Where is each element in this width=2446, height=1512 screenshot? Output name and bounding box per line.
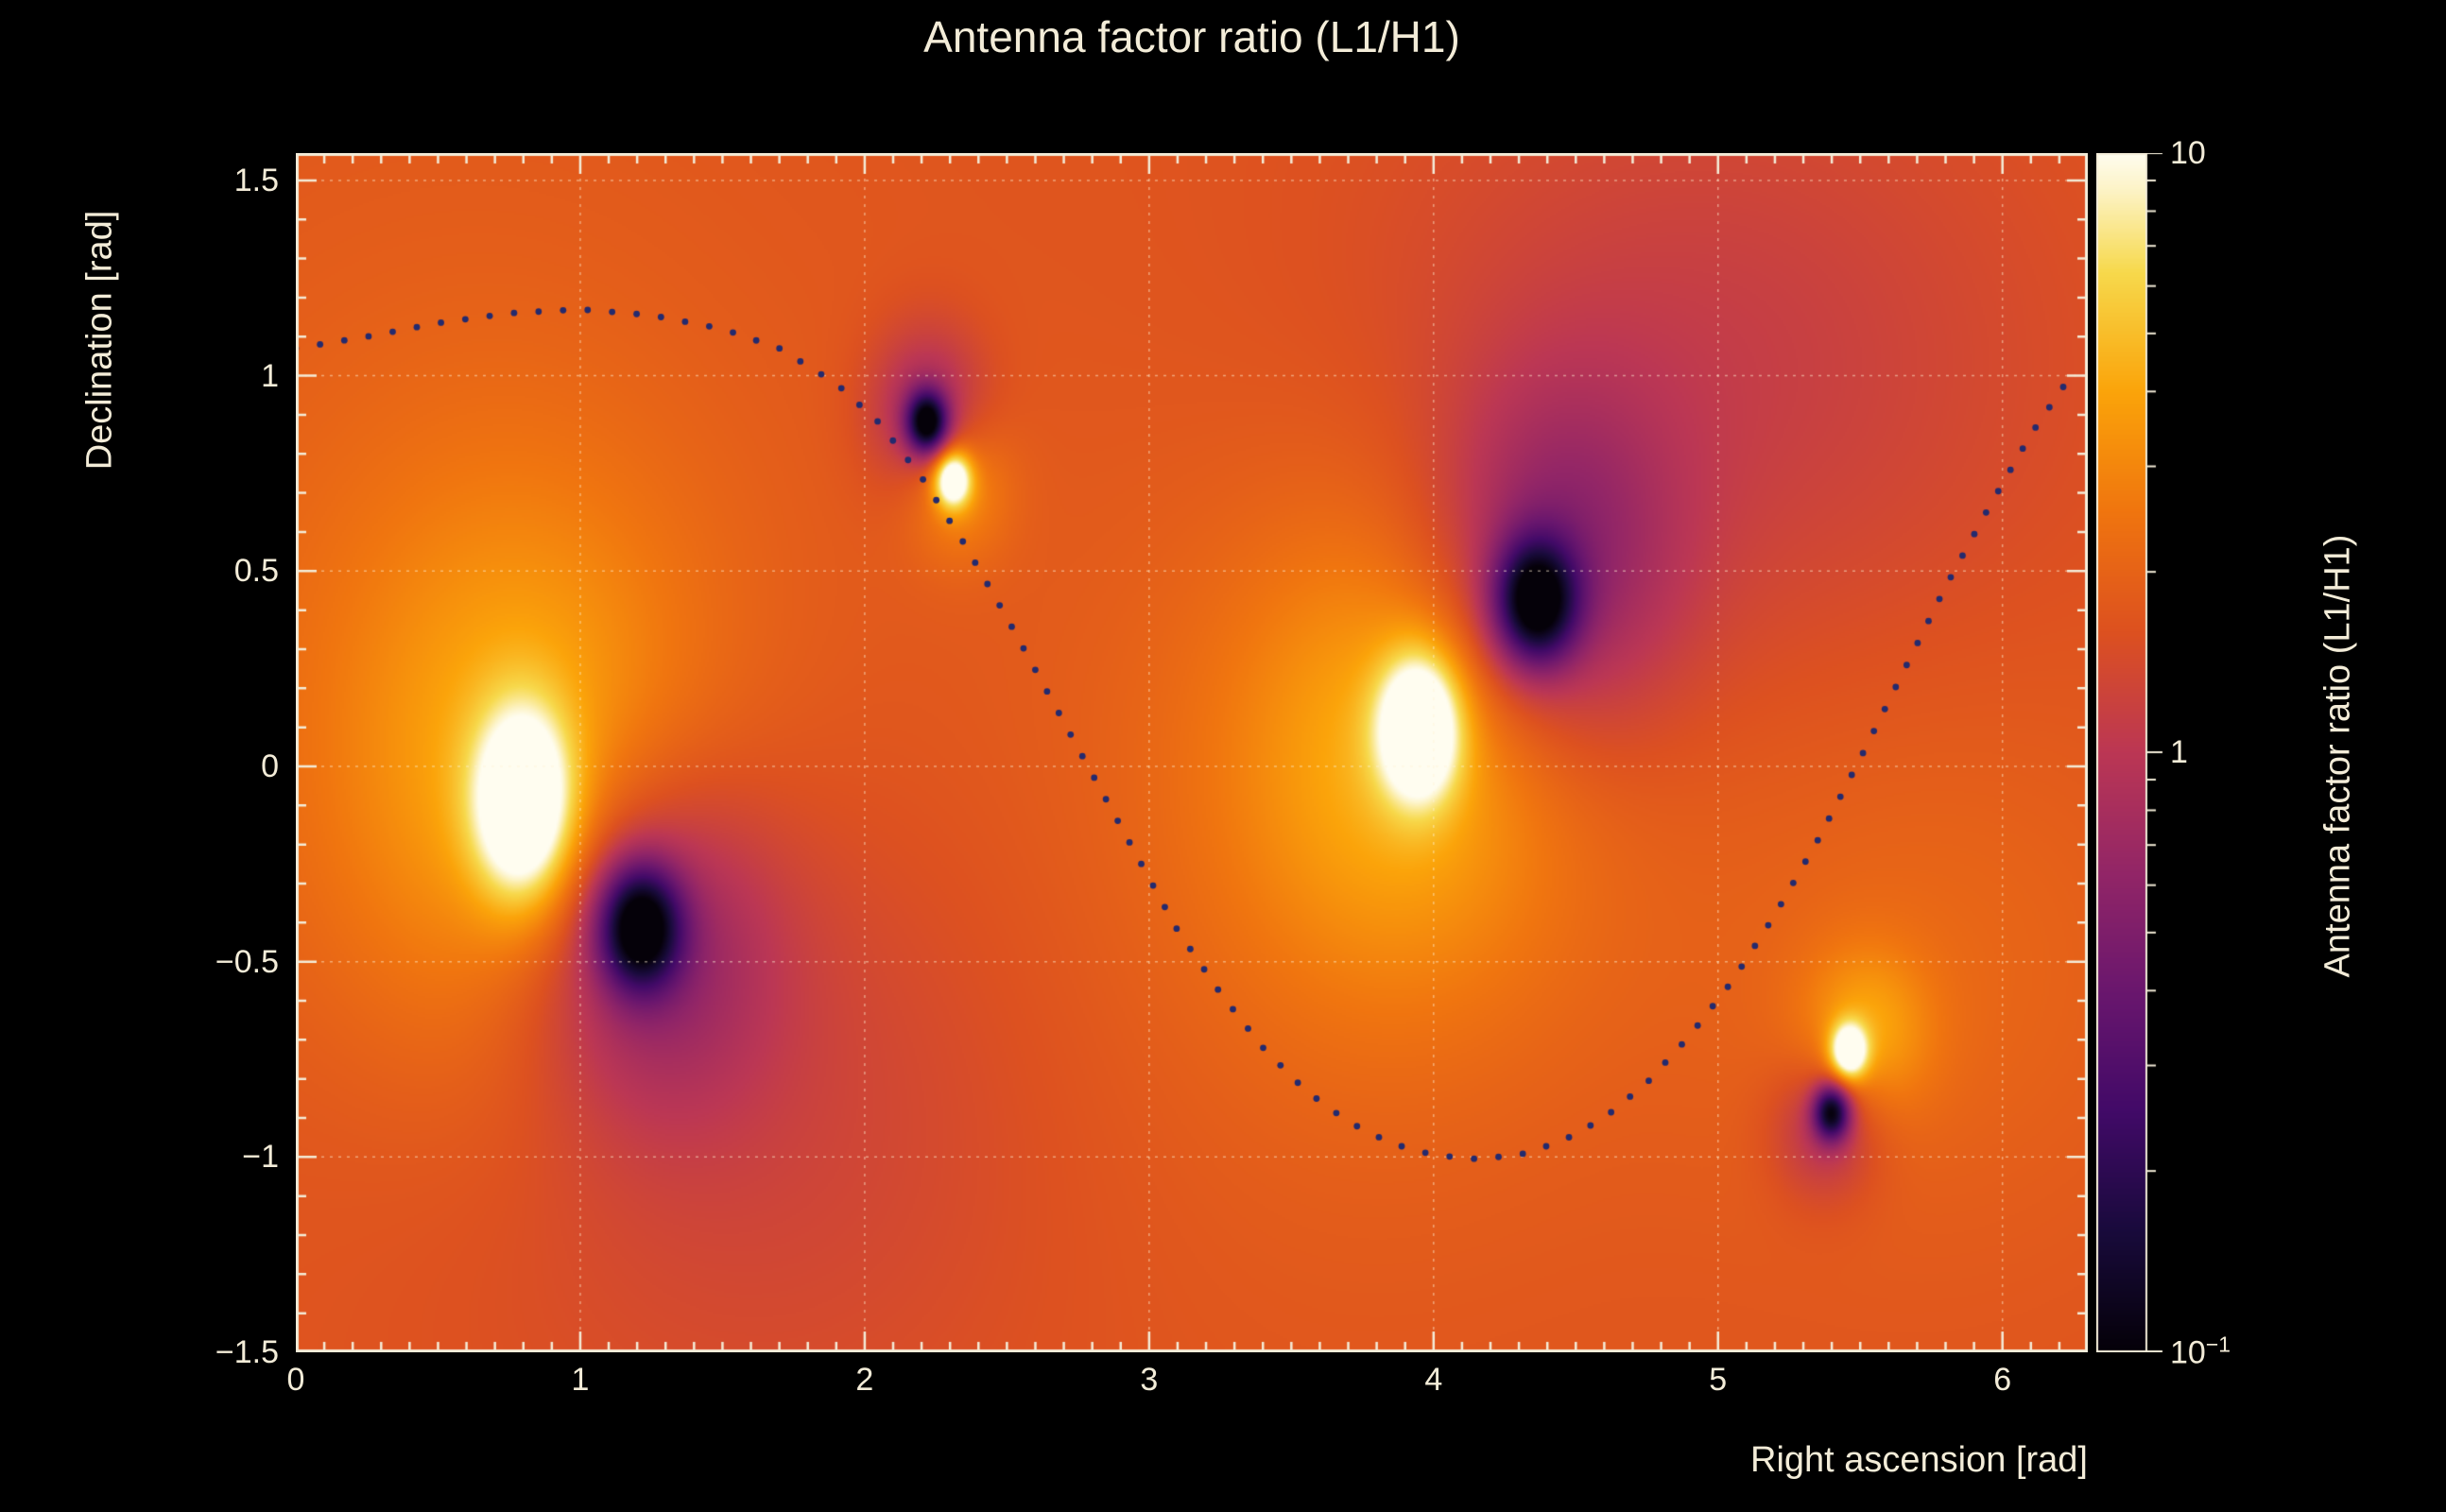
y-tick-label: 0	[261, 747, 279, 784]
x-tick-label: 6	[1993, 1362, 2012, 1398]
y-tick-label: −1.5	[215, 1334, 279, 1370]
y-tick-label: 1	[261, 357, 279, 394]
colorbar-tick-label: 1	[2170, 734, 2188, 770]
x-tick-label: 4	[1424, 1362, 1443, 1398]
y-tick-label: −0.5	[215, 943, 279, 980]
x-tick-label: 1	[571, 1362, 590, 1398]
colorbar-canvas	[2096, 153, 2176, 1352]
x-tick-label: 0	[286, 1362, 305, 1398]
colorbar-axis-label: Antenna factor ratio (L1/H1)	[2317, 534, 2358, 978]
colorbar-tick-label: 10−1	[2170, 1332, 2231, 1371]
x-axis-label: Right ascension [rad]	[1750, 1440, 2088, 1480]
x-tick-label: 2	[855, 1362, 874, 1398]
plot-overlay-canvas	[296, 153, 2088, 1352]
x-tick-label: 5	[1709, 1362, 1728, 1398]
y-axis-label: Declination [rad]	[79, 210, 120, 471]
y-tick-label: −1	[242, 1139, 279, 1176]
y-tick-label: 0.5	[233, 553, 279, 590]
colorbar-tick-label: 10	[2170, 135, 2206, 171]
chart-title: Antenna factor ratio (L1/H1)	[923, 12, 1460, 61]
y-tick-label: 1.5	[233, 162, 279, 198]
x-tick-label: 3	[1140, 1362, 1159, 1398]
